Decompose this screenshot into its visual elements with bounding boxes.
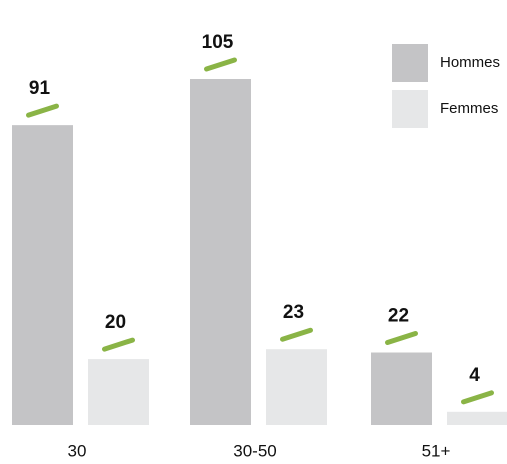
data-label: 4 bbox=[469, 365, 480, 386]
accent-slash bbox=[204, 57, 237, 72]
legend-label: Hommes bbox=[440, 54, 500, 71]
bar bbox=[12, 125, 73, 425]
data-label: 105 bbox=[202, 32, 234, 53]
accent-slash bbox=[461, 390, 494, 405]
data-label: 20 bbox=[105, 312, 126, 333]
accent-slash bbox=[385, 331, 418, 346]
legend-label: Femmes bbox=[440, 100, 498, 117]
data-label: 91 bbox=[29, 78, 51, 99]
bar bbox=[190, 79, 251, 425]
bar bbox=[266, 349, 327, 425]
data-label: 22 bbox=[388, 306, 409, 327]
legend-swatch bbox=[392, 44, 428, 82]
data-label: 23 bbox=[283, 302, 304, 323]
x-tick-label: 30 bbox=[68, 441, 87, 460]
x-tick-label: 30-50 bbox=[233, 441, 276, 460]
bar bbox=[447, 411, 507, 425]
accent-slash bbox=[280, 327, 313, 342]
accent-slash bbox=[102, 337, 135, 352]
bar bbox=[371, 352, 432, 425]
bar bbox=[88, 359, 149, 425]
accent-slash bbox=[26, 103, 59, 118]
legend-swatch bbox=[392, 90, 428, 128]
x-tick-label: 51+ bbox=[422, 441, 451, 460]
